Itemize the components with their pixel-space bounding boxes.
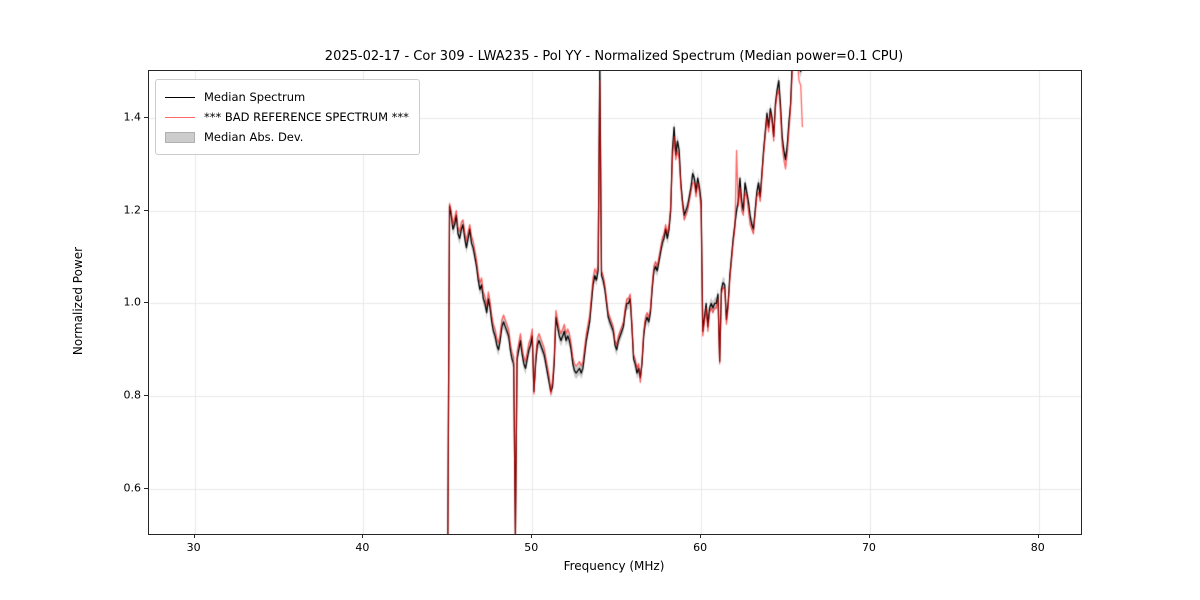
- x-tick-mark: [868, 534, 870, 538]
- x-tick-mark: [700, 534, 702, 538]
- x-tick-label: 80: [1030, 541, 1045, 554]
- y-tick-mark: [144, 302, 148, 304]
- y-tick-label: 0.8: [123, 388, 142, 402]
- x-tick-label: 50: [524, 541, 539, 554]
- y-axis-label: Normalized Power: [71, 246, 85, 356]
- y-tick-label: 1.0: [123, 295, 142, 309]
- y-tick-label: 0.6: [123, 481, 142, 495]
- y-tick-mark: [144, 487, 148, 489]
- median-spectrum-line-swatch: [165, 96, 195, 98]
- y-tick-label: 1.2: [123, 203, 142, 217]
- median-abs-dev-patch-swatch: [165, 131, 195, 143]
- chart-title: 2025-02-17 - Cor 309 - LWA235 - Pol YY -…: [324, 49, 904, 64]
- y-tick-mark: [144, 116, 148, 118]
- x-tick-mark: [362, 534, 364, 538]
- x-tick-label: 40: [355, 541, 370, 554]
- legend-item-bad-reference: *** BAD REFERENCE SPECTRUM ***: [165, 107, 409, 127]
- x-tick-label: 60: [693, 541, 708, 554]
- legend-item-median-spectrum: Median Spectrum: [165, 87, 409, 107]
- legend-item-median-abs-dev: Median Abs. Dev.: [165, 127, 409, 147]
- bad-reference-line-swatch: [165, 116, 195, 118]
- x-tick-mark: [193, 534, 195, 538]
- x-axis-label: Frequency (MHz): [563, 559, 665, 573]
- legend-label: Median Spectrum: [204, 90, 306, 104]
- y-tick-mark: [144, 209, 148, 211]
- y-tick-label: 1.4: [123, 110, 142, 124]
- legend: Median Spectrum *** BAD REFERENCE SPECTR…: [155, 79, 420, 155]
- y-tick-mark: [144, 395, 148, 397]
- x-tick-label: 70: [861, 541, 876, 554]
- x-tick-mark: [531, 534, 533, 538]
- legend-label: Median Abs. Dev.: [204, 130, 304, 144]
- legend-label: *** BAD REFERENCE SPECTRUM ***: [204, 110, 409, 124]
- x-tick-label: 30: [186, 541, 201, 554]
- x-tick-mark: [1037, 534, 1039, 538]
